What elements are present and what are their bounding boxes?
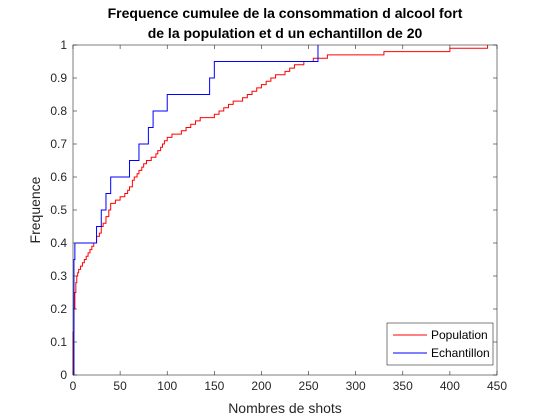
ticks-layer: 0 50 100 150 200 250 300 350 400 450 0 0.1 0.2 0.3 0.4… — [50, 38, 507, 393]
x-tick-label: 350 — [393, 379, 413, 393]
y-tick-label: 0.1 — [50, 335, 67, 349]
x-axis-label: Nombres de shots — [228, 400, 342, 416]
series-line-population — [72, 45, 489, 375]
y-tick-label: 1 — [60, 38, 67, 52]
legend-label-echantillon: Echantillon — [431, 346, 490, 360]
series-layer — [72, 45, 489, 376]
legend-label-population: Population — [431, 328, 488, 342]
x-tick-label: 250 — [299, 379, 319, 393]
x-tick-label: 400 — [440, 379, 460, 393]
x-tick-label: 0 — [70, 379, 77, 393]
y-axis-label: Frequence — [27, 176, 43, 243]
x-tick-label: 100 — [157, 379, 177, 393]
series-line-echantillon — [73, 45, 319, 376]
y-tick-label: 0.2 — [50, 302, 67, 316]
y-tick-label: 0.7 — [50, 137, 67, 151]
chart-title-line-2: de la population et d un echantillon de … — [148, 25, 423, 41]
y-tick-label: 0.3 — [50, 269, 67, 283]
y-tick-label: 0.8 — [50, 104, 67, 118]
x-tick-label: 50 — [113, 379, 127, 393]
chart-title-line-1: Frequence cumulee de la consommation d a… — [108, 5, 463, 21]
plot-area — [73, 45, 497, 375]
legend-box — [386, 322, 494, 366]
legend: Population Echantillon — [386, 322, 494, 366]
x-tick-label: 200 — [251, 379, 271, 393]
y-tick-label: 0.6 — [50, 170, 67, 184]
x-tick-label: 150 — [204, 379, 224, 393]
y-tick-label: 0 — [60, 368, 67, 382]
x-tick-label: 450 — [487, 379, 507, 393]
x-tick-label: 300 — [346, 379, 366, 393]
chart-title: Frequence cumulee de la consommation d a… — [108, 5, 463, 41]
y-tick-label: 0.9 — [50, 71, 67, 85]
y-tick-label: 0.5 — [50, 203, 67, 217]
y-tick-label: 0.4 — [50, 236, 67, 250]
